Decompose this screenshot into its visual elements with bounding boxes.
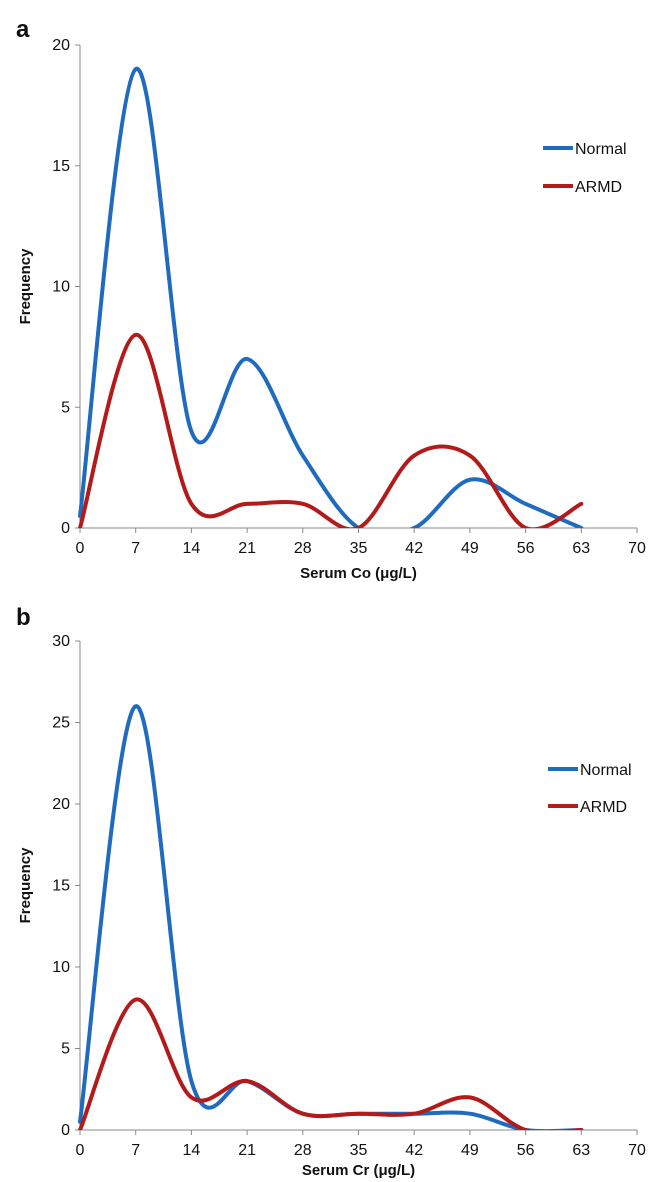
chart-b-x-tick-label: 28 [294,1142,312,1159]
chart-a-x-tick-label: 7 [131,540,140,557]
chart-a-series-normal-line [78,67,584,528]
chart-a-x-tick-label: 21 [238,540,256,557]
chart-b-x-tick-label: 0 [76,1142,85,1159]
chart-b-legend-label-armd: ARMD [580,799,627,816]
chart-b-x-tick-label: 35 [350,1142,368,1159]
chart-a-y-tick-label: 20 [52,37,70,54]
chart-a-y-tick-label: 10 [52,279,70,296]
chart-a-legend-label-armd: ARMD [575,179,622,196]
chart-a-panel-letter: a [16,16,30,43]
chart-b-x-axis-title: Serum Cr (μg/L) [302,1162,415,1179]
chart-b-y-tick-label: 15 [52,878,70,895]
chart-b-series-normal-line [78,704,584,1130]
chart-a-x-tick-label: 14 [183,540,201,557]
chart-a-series-armd-line [78,332,584,528]
chart-a-x-tick-label: 28 [294,540,312,557]
chart-b-y-tick-label: 5 [61,1041,70,1058]
chart-b-panel-letter: b [16,604,31,631]
chart-b-x-tick-label: 70 [628,1142,646,1159]
chart-b-x-tick-label: 42 [405,1142,423,1159]
chart-b-x-tick-label: 21 [238,1142,256,1159]
chart-b-series-armd-line [78,997,584,1130]
chart-b-y-tick-label: 10 [52,959,70,976]
chart-a-x-tick-label: 70 [628,540,646,557]
chart-panel-b: b 0 5 10 15 20 25 30 0 7 14 21 28 35 42 49 56 63 70 Serum C… [0,591,655,1182]
chart-a-x-tick-label: 49 [461,540,479,557]
chart-b-y-axis-title: Frequency [17,847,34,924]
chart-b-x-tick-label: 49 [461,1142,479,1159]
chart-a-x-tick-label: 0 [76,540,85,557]
chart-b-x-tick-label: 14 [183,1142,201,1159]
chart-b-y-tick-label: 30 [52,633,70,650]
chart-a-y-tick-label: 5 [61,399,70,416]
chart-panel-a: a 0 5 10 15 20 0 7 14 21 28 35 42 49 56 63 70 Serum Co (μ… [16,16,646,582]
chart-b-y-tick-label: 20 [52,796,70,813]
chart-a-y-tick-label: 0 [61,520,70,537]
chart-b-x-tick-label: 63 [572,1142,590,1159]
chart-b-y-tick-label: 0 [61,1122,70,1139]
chart-a-x-tick-label: 63 [572,540,590,557]
chart-a-y-tick-label: 15 [52,158,70,175]
chart-a-svg: a 0 5 10 15 20 0 7 14 21 28 35 42 49 56 63 70 Serum Co (μ… [16,16,646,582]
chart-a-x-tick-label: 35 [350,540,368,557]
chart-b-x-tick-label: 7 [131,1142,140,1159]
chart-b-legend-label-normal: Normal [580,762,632,779]
chart-a-x-tick-label: 42 [405,540,423,557]
chart-a-x-tick-label: 56 [517,540,535,557]
chart-b-x-tick-label: 56 [517,1142,535,1159]
chart-a-legend-label-normal: Normal [575,141,627,158]
chart-b-y-tick-label: 25 [52,715,70,732]
chart-a-x-axis-title: Serum Co (μg/L) [300,565,417,582]
chart-a-y-axis-title: Frequency [17,248,34,325]
chart-b-svg: b 0 5 10 15 20 25 30 0 7 14 21 28 35 42 49 56 63 70 Serum C… [16,604,646,1179]
